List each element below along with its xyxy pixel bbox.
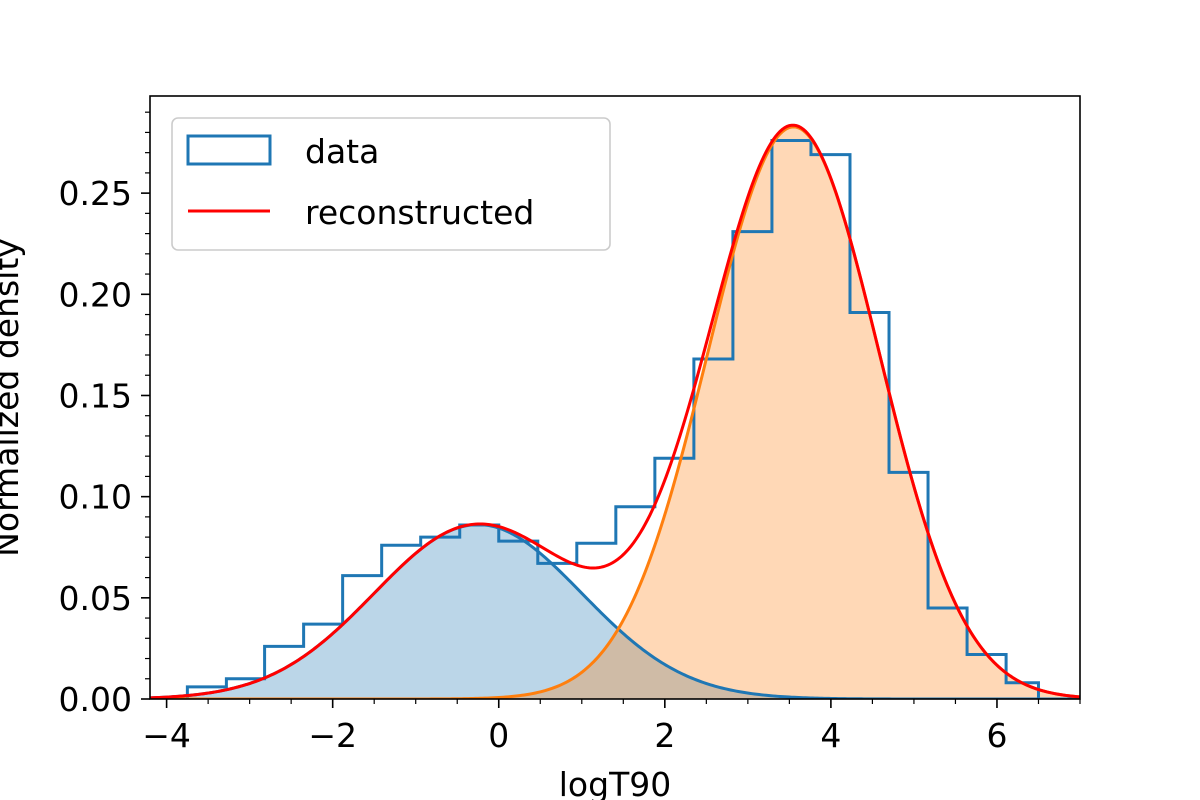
y-tick-label: 0.25 [59, 174, 132, 213]
legend: data reconstructed [171, 117, 611, 251]
x-tick-label: 0 [488, 716, 509, 755]
legend-label-reconstructed: reconstructed [305, 193, 534, 232]
x-tick-label: −4 [142, 716, 191, 755]
x-tick-label: 6 [986, 716, 1007, 755]
component-1-fill [150, 524, 1080, 699]
x-tick-label: −2 [308, 716, 357, 755]
y-tick-label: 0.10 [59, 478, 132, 517]
plot-frame [149, 95, 1081, 700]
y-tick-label: 0.15 [59, 376, 132, 415]
y-tick-label: 0.20 [59, 275, 132, 314]
legend-data-patch [186, 134, 272, 166]
legend-box [171, 117, 611, 251]
legend-label-data: data [305, 132, 379, 171]
x-tick-label: 2 [654, 716, 675, 755]
component-2-fill [150, 126, 1080, 699]
axes: −4 −2 0 2 4 6 0.00 0.05 0.10 0.15 0.20 0.25 [59, 111, 1081, 755]
x-axis-label: logT90 [559, 765, 671, 800]
plot-area [150, 123, 1080, 699]
y-axis-label: Normalized density [0, 238, 26, 557]
x-tick-label: 4 [820, 716, 841, 755]
y-tick-label: 0.00 [59, 680, 132, 719]
reconstructed-line [150, 123, 1080, 699]
y-tick-label: 0.05 [59, 579, 132, 618]
